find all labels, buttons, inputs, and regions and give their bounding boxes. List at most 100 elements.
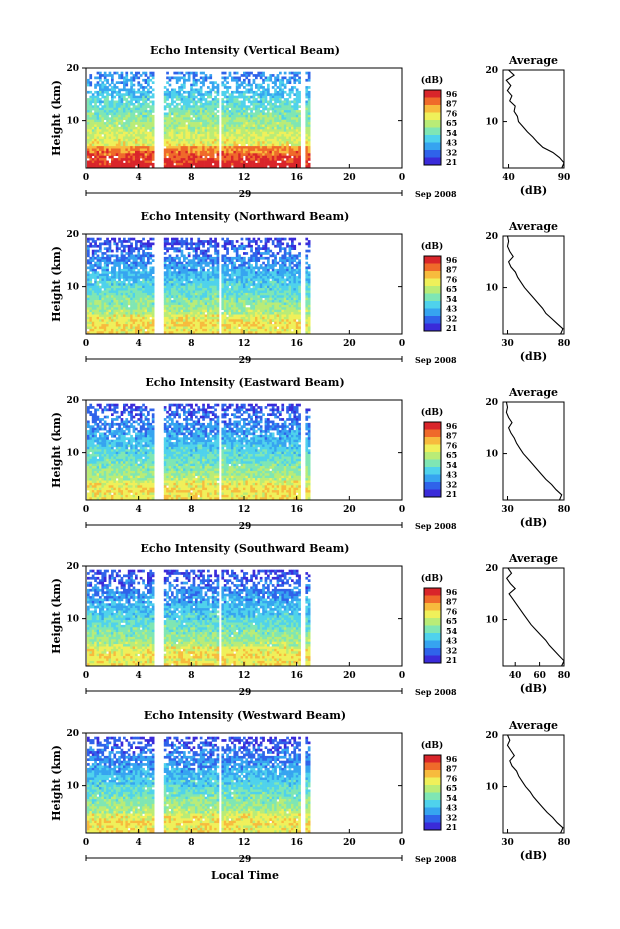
heatmap-cell — [195, 264, 198, 267]
heatmap-cell — [286, 150, 289, 154]
heatmap-cell — [195, 280, 198, 284]
heatmap-cell — [247, 266, 251, 270]
heatmap-cell — [211, 98, 215, 101]
heatmap-cell — [147, 290, 150, 294]
heatmap-cell — [245, 292, 249, 296]
heatmap-cell — [111, 165, 114, 168]
heatmap-cell — [257, 119, 261, 123]
heatmap-cell — [163, 256, 167, 260]
heatmap-cell — [226, 112, 229, 116]
heatmap-cell — [166, 264, 169, 267]
heatmap-cell — [168, 288, 172, 291]
heatmap-cell — [87, 146, 90, 149]
heatmap-cell — [257, 288, 261, 291]
heatmap-cell — [216, 254, 220, 258]
heatmap-cell — [283, 162, 287, 166]
heatmap-cell — [257, 268, 261, 272]
heatmap-cell — [262, 276, 265, 279]
heatmap-cell — [233, 155, 237, 159]
heatmap-cell — [291, 247, 294, 250]
heatmap-cell — [115, 288, 119, 291]
heatmap-cell — [190, 153, 193, 156]
heatmap-cell — [274, 146, 277, 149]
heatmap-cell — [291, 259, 294, 262]
heatmap-cell — [89, 259, 93, 262]
heatmap-cell — [147, 78, 150, 82]
heatmap-cell — [283, 114, 287, 118]
heatmap-cell — [123, 76, 126, 80]
heatmap-cell — [231, 126, 234, 130]
heatmap-cell — [147, 160, 150, 164]
heatmap-cell — [166, 122, 169, 125]
heatmap-cell — [262, 107, 265, 111]
heatmap-cell — [216, 244, 220, 248]
heatmap-cell — [166, 131, 169, 135]
heatmap-cell — [99, 86, 102, 89]
heatmap-cell — [252, 141, 256, 144]
heatmap-cell — [151, 105, 155, 108]
heatmap-cell — [214, 105, 217, 108]
heatmap-cell — [298, 261, 301, 265]
heatmap-cell — [183, 146, 186, 149]
heatmap-cell — [221, 160, 225, 164]
heatmap-cell — [139, 259, 143, 262]
heatmap-cell — [197, 292, 201, 296]
heatmap-cell — [94, 126, 97, 130]
heatmap-cell — [115, 264, 119, 267]
heatmap-cell — [283, 252, 287, 255]
heatmap-cell — [298, 122, 301, 125]
heatmap-cell — [120, 256, 124, 260]
date-month-year-label: Sep 2008 — [415, 189, 457, 199]
heatmap-cell — [147, 276, 150, 279]
heatmap-cell — [111, 136, 114, 140]
heatmap-cell — [281, 129, 285, 132]
heatmap-cell — [187, 268, 191, 272]
heatmap-cell — [103, 114, 107, 118]
heatmap-cell — [96, 271, 100, 274]
heatmap-cell — [106, 117, 109, 120]
heatmap-cell — [171, 302, 174, 306]
heatmap-cell — [123, 78, 126, 82]
heatmap-cell — [187, 242, 191, 246]
colorbar-label: 43 — [446, 138, 458, 148]
heatmap-cell — [279, 146, 282, 149]
heatmap-cell — [123, 83, 126, 87]
heatmap-cell — [137, 136, 141, 140]
heatmap-cell — [125, 290, 129, 294]
heatmap-cell — [252, 134, 256, 137]
avg-x-tick-label: 40 — [502, 173, 515, 183]
heatmap-cell — [204, 285, 208, 289]
heatmap-cell — [183, 114, 186, 118]
heatmap-cell — [211, 110, 215, 113]
heatmap-cell — [281, 259, 285, 262]
heatmap-cell — [267, 100, 270, 104]
heatmap-cell — [142, 100, 145, 104]
heatmap-cell — [180, 150, 184, 154]
heatmap-cell — [250, 143, 253, 147]
heatmap-cell — [132, 90, 136, 94]
heatmap-cell — [238, 259, 241, 262]
heatmap-cell — [103, 297, 107, 301]
heatmap-cell — [223, 100, 227, 104]
heatmap-cell — [118, 302, 121, 306]
heatmap-cell — [240, 285, 244, 289]
heatmap-cell — [130, 252, 133, 255]
heatmap-cell — [111, 162, 114, 166]
heatmap-cell — [135, 143, 138, 147]
heatmap-cell — [214, 261, 217, 265]
heatmap-cell — [197, 153, 201, 156]
heatmap-cell — [171, 295, 174, 298]
heatmap-cell — [204, 107, 208, 111]
heatmap-cell — [238, 93, 241, 96]
heatmap-cell — [113, 114, 117, 118]
heatmap-cell — [166, 249, 169, 253]
heatmap-cell — [211, 160, 215, 164]
heatmap-cell — [91, 302, 95, 306]
heatmap-cell — [111, 276, 114, 279]
heatmap-cell — [111, 119, 114, 123]
heatmap-cell — [288, 71, 292, 75]
heatmap-cell — [139, 129, 143, 132]
heatmap-cell — [149, 150, 153, 154]
heatmap-cell — [187, 254, 191, 258]
heatmap-cell — [245, 83, 249, 87]
